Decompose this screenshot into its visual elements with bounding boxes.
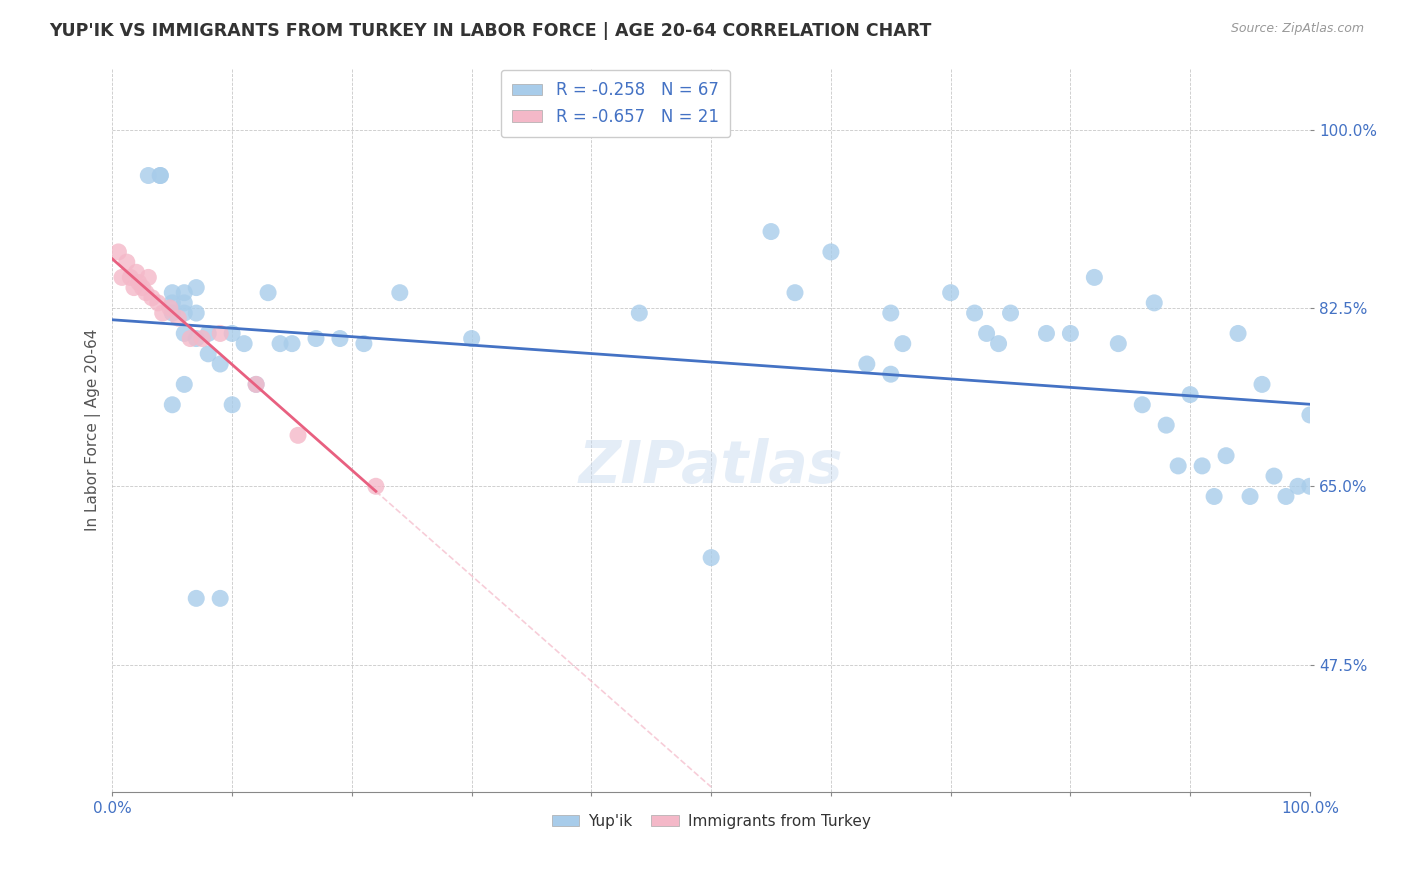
Point (1239, 490, 1261, 504)
Point (135, 285, 157, 300)
Text: Source: ZipAtlas.com: Source: ZipAtlas.com (1230, 22, 1364, 36)
Point (173, 326, 195, 341)
Point (146, 296, 169, 310)
Point (122, 280, 145, 294)
Point (269, 336, 291, 351)
Point (209, 591, 232, 606)
Text: YUP'IK VS IMMIGRANTS FROM TURKEY IN LABOR FORCE | AGE 20-64 CORRELATION CHART: YUP'IK VS IMMIGRANTS FROM TURKEY IN LABO… (49, 22, 932, 40)
Point (149, 169, 172, 183)
Point (281, 336, 304, 351)
Point (305, 332, 328, 346)
Point (1286, 479, 1309, 493)
Point (107, 244, 129, 259)
Point (1178, 387, 1201, 401)
Point (1263, 469, 1285, 483)
Point (364, 479, 387, 493)
Point (783, 285, 806, 300)
Point (173, 296, 195, 310)
Point (115, 255, 138, 269)
Point (700, 550, 723, 565)
Point (759, 225, 782, 239)
Point (1083, 270, 1105, 285)
Point (1215, 449, 1237, 463)
Point (1251, 377, 1274, 392)
Point (880, 306, 903, 320)
Y-axis label: In Labor Force | Age 20-64: In Labor Force | Age 20-64 (86, 329, 101, 532)
Point (233, 336, 256, 351)
Point (186, 591, 208, 606)
Point (987, 336, 1010, 351)
Point (1000, 306, 1022, 320)
Point (162, 398, 184, 412)
Point (186, 332, 208, 346)
Point (939, 285, 962, 300)
Point (221, 398, 243, 412)
Point (221, 326, 243, 341)
Point (1059, 326, 1081, 341)
Point (1227, 326, 1250, 341)
Point (149, 169, 172, 183)
Point (880, 368, 903, 382)
Text: ZIPatlas: ZIPatlas (579, 438, 844, 495)
Point (1154, 418, 1177, 433)
Point (856, 357, 879, 371)
Point (976, 326, 998, 341)
Point (1275, 490, 1298, 504)
Point (329, 332, 352, 346)
Point (353, 336, 375, 351)
Point (197, 347, 219, 361)
Point (1035, 326, 1057, 341)
Point (257, 285, 280, 300)
Point (111, 270, 134, 285)
Point (1299, 479, 1322, 493)
Point (1299, 408, 1322, 422)
Point (152, 306, 174, 320)
Point (179, 332, 201, 346)
Point (245, 377, 267, 392)
Point (197, 326, 219, 341)
Point (138, 270, 160, 285)
Point (186, 280, 208, 294)
Point (141, 291, 163, 305)
Point (125, 265, 148, 279)
Point (1204, 490, 1226, 504)
Point (128, 276, 150, 290)
Point (1130, 398, 1153, 412)
Point (963, 306, 986, 320)
Point (191, 332, 214, 346)
Point (1143, 296, 1166, 310)
Point (131, 280, 153, 294)
Legend: Yup'ik, Immigrants from Turkey: Yup'ik, Immigrants from Turkey (546, 808, 877, 835)
Point (460, 332, 482, 346)
Point (245, 377, 267, 392)
Point (1107, 336, 1129, 351)
Point (167, 311, 190, 326)
Point (1191, 458, 1213, 473)
Point (186, 306, 208, 320)
Point (891, 336, 914, 351)
Point (287, 428, 309, 442)
Point (120, 270, 142, 285)
Point (209, 357, 232, 371)
Point (173, 285, 195, 300)
Point (173, 377, 195, 392)
Point (159, 301, 181, 315)
Point (173, 306, 195, 320)
Point (388, 285, 411, 300)
Point (162, 285, 184, 300)
Point (1167, 458, 1189, 473)
Point (209, 326, 232, 341)
Point (138, 169, 160, 183)
Point (162, 296, 184, 310)
Point (628, 306, 651, 320)
Point (162, 306, 184, 320)
Point (820, 244, 842, 259)
